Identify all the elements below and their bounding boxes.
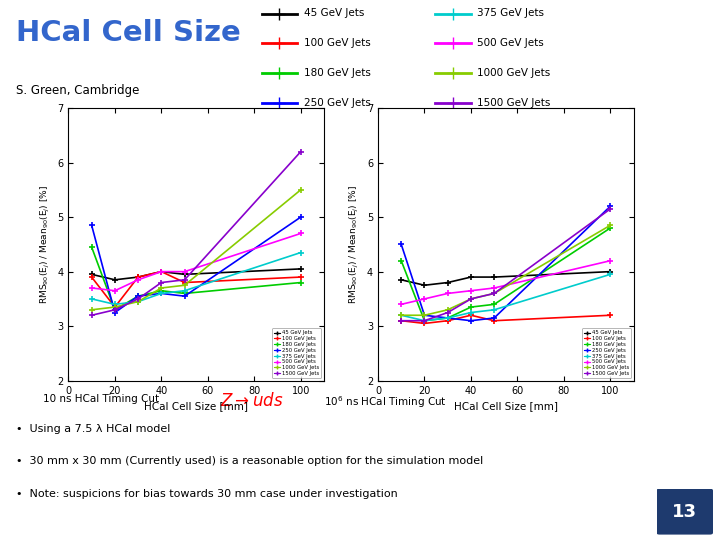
Text: 375 GeV Jets: 375 GeV Jets: [477, 9, 544, 18]
Text: 45 GeV Jets: 45 GeV Jets: [304, 9, 364, 18]
Legend: 45 GeV Jets, 100 GeV Jets, 180 GeV Jets, 250 GeV Jets, 375 GeV Jets, 500 GeV Jet: 45 GeV Jets, 100 GeV Jets, 180 GeV Jets,…: [582, 328, 631, 378]
Text: 13: 13: [672, 503, 697, 521]
Text: 10 ns HCal Timing Cut: 10 ns HCal Timing Cut: [43, 394, 159, 404]
FancyBboxPatch shape: [655, 487, 714, 536]
Text: CLICdp Collaboration Meeting: CLICdp Collaboration Meeting: [676, 207, 682, 311]
Text: HCal Cell Size: HCal Cell Size: [17, 19, 241, 47]
Text: 250 GeV Jets: 250 GeV Jets: [304, 98, 371, 107]
Text: 180 GeV Jets: 180 GeV Jets: [304, 68, 371, 78]
Text: •  30 mm x 30 mm (Currently used) is a reasonable option for the simulation mode: • 30 mm x 30 mm (Currently used) is a re…: [17, 456, 484, 467]
Text: •  Using a 7.5 λ HCal model: • Using a 7.5 λ HCal model: [17, 424, 171, 434]
Text: 10$^{6}$ ns HCal Timing Cut: 10$^{6}$ ns HCal Timing Cut: [324, 394, 447, 410]
X-axis label: HCal Cell Size [mm]: HCal Cell Size [mm]: [144, 401, 248, 411]
Y-axis label: RMS$_{90}$(E$_j$) / Mean$_{90}$(E$_j$) [%]: RMS$_{90}$(E$_j$) / Mean$_{90}$(E$_j$) […: [348, 185, 361, 304]
Text: 100 GeV Jets: 100 GeV Jets: [304, 38, 371, 48]
Text: S. Green, Cambridge: S. Green, Cambridge: [17, 84, 140, 97]
Text: 1500 GeV Jets: 1500 GeV Jets: [477, 98, 551, 107]
Text: 500 GeV Jets: 500 GeV Jets: [477, 38, 544, 48]
Text: 02/06/2015: 02/06/2015: [692, 239, 698, 279]
Legend: 45 GeV Jets, 100 GeV Jets, 180 GeV Jets, 250 GeV Jets, 375 GeV Jets, 500 GeV Jet: 45 GeV Jets, 100 GeV Jets, 180 GeV Jets,…: [272, 328, 321, 378]
Text: $Z \rightarrow uds$: $Z \rightarrow uds$: [220, 392, 284, 409]
Y-axis label: RMS$_{90}$(E$_j$) / Mean$_{90}$(E$_j$) [%]: RMS$_{90}$(E$_j$) / Mean$_{90}$(E$_j$) […: [39, 185, 52, 304]
X-axis label: HCal Cell Size [mm]: HCal Cell Size [mm]: [454, 401, 558, 411]
Text: 1000 GeV Jets: 1000 GeV Jets: [477, 68, 551, 78]
Text: CERN: CERN: [673, 32, 696, 41]
Text: •  Note: suspicions for bias towards 30 mm case under investigation: • Note: suspicions for bias towards 30 m…: [17, 489, 398, 499]
